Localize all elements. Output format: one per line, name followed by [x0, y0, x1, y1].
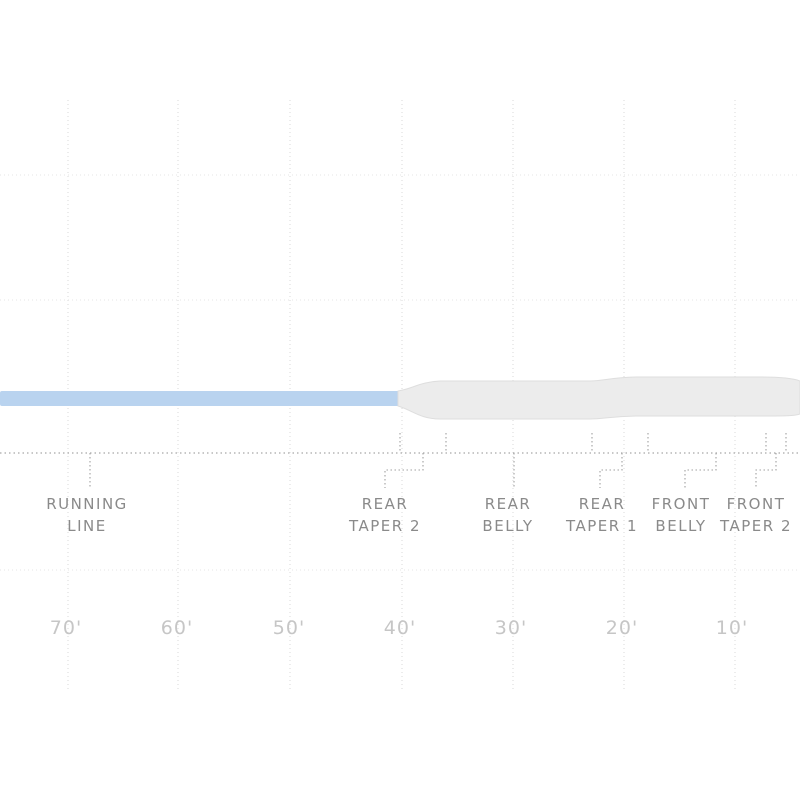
segment-label-running-line-line1: RUNNING	[46, 495, 128, 513]
segment-leader-line	[591, 433, 649, 488]
distance-label: 20'	[606, 617, 638, 639]
segment-label-front-belly-line2: BELLY	[655, 517, 706, 535]
line-head-shape	[397, 376, 800, 420]
segment-label-front-belly-line1: FRONT	[652, 495, 711, 513]
distance-label: 60'	[161, 617, 193, 639]
background-grid	[0, 100, 800, 690]
running-line-shape	[0, 391, 410, 406]
distance-label: 10'	[716, 617, 748, 639]
segment-label-rear-belly-line1: REAR	[485, 495, 532, 513]
segment-leader-line	[384, 433, 447, 488]
segment-label-front-taper-2-line1: FRONT	[727, 495, 786, 513]
segment-label-rear-taper-1-line1: REAR	[579, 495, 626, 513]
distance-label: 70'	[50, 617, 82, 639]
distance-label: 40'	[384, 617, 416, 639]
segment-leaders	[89, 433, 787, 488]
segment-labels: RUNNING LINE REAR TAPER 2 REAR BELLY REAR TAPER…	[46, 495, 792, 535]
distance-labels: 70' 60' 50' 40' 30' 20' 10'	[50, 617, 748, 639]
segment-label-rear-belly-line2: BELLY	[482, 517, 533, 535]
segment-label-rear-taper-1-line2: TAPER 1	[565, 517, 638, 535]
segment-label-front-taper-2-line2: TAPER 2	[719, 517, 792, 535]
segment-label-rear-taper-2-line1: REAR	[362, 495, 409, 513]
distance-label: 30'	[495, 617, 527, 639]
segment-leader-line	[684, 453, 717, 488]
distance-label: 50'	[273, 617, 305, 639]
segment-label-running-line-line2: LINE	[67, 517, 106, 535]
segment-label-rear-taper-2-line2: TAPER 2	[348, 517, 421, 535]
segment-leader-line	[755, 433, 787, 488]
